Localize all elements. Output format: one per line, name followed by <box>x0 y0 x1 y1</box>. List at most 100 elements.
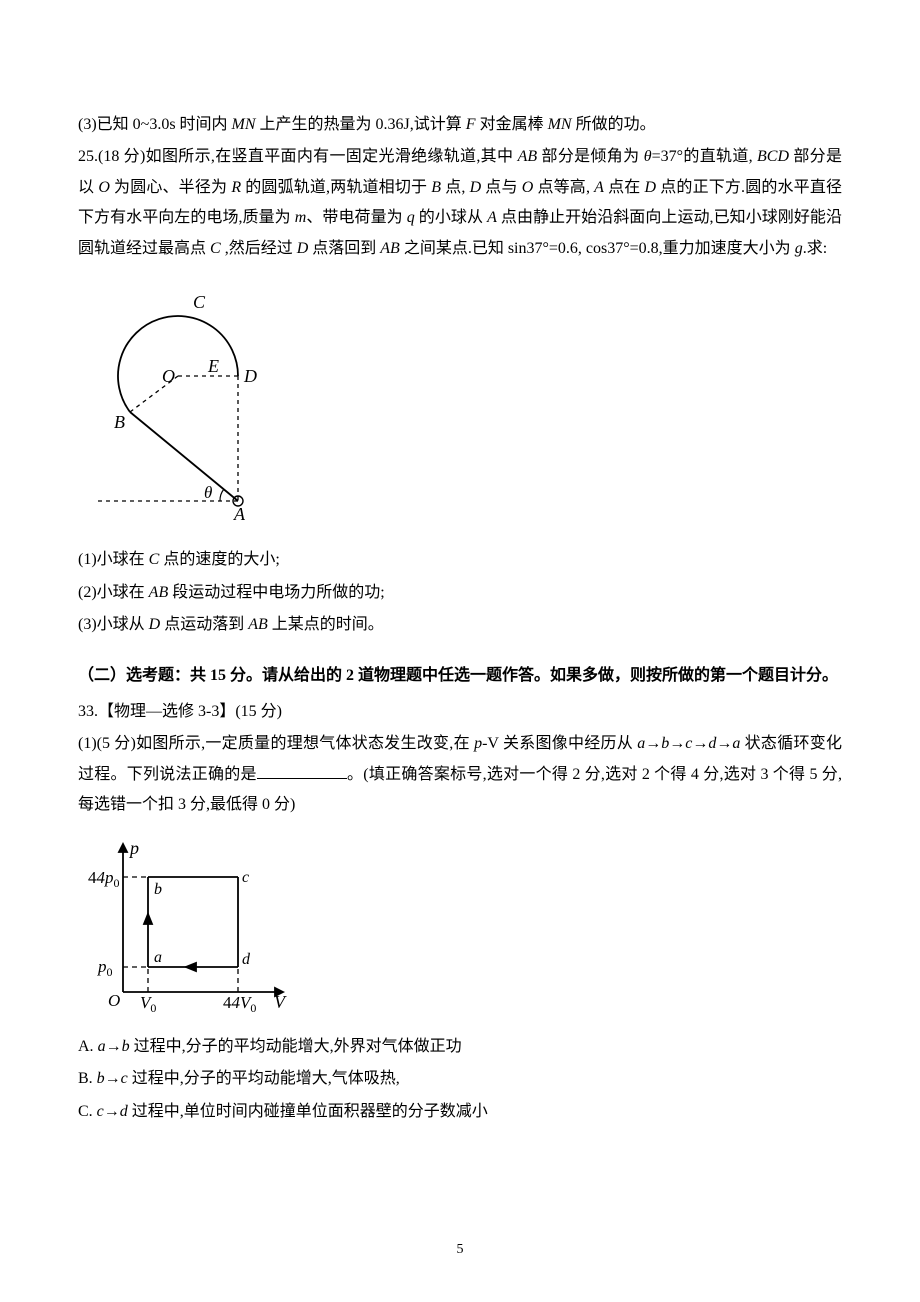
text: C. <box>78 1103 97 1120</box>
text: 点, <box>441 179 469 196</box>
var-q: q <box>407 209 415 226</box>
text: 过程中,单位时间内碰撞单位面积器壁的分子数减小 <box>128 1103 488 1120</box>
text: 所做的功。 <box>572 116 656 133</box>
text: (3)小球从 <box>78 616 149 633</box>
label-theta: θ <box>204 483 212 502</box>
var-d: D <box>645 179 657 196</box>
text: 25.(18 分)如图所示,在竖直平面内有一固定光滑绝缘轨道,其中 <box>78 148 518 165</box>
label-4v0: 44V0 <box>223 993 256 1012</box>
text: .求: <box>803 240 827 257</box>
label-d: d <box>242 951 251 968</box>
label-p-axis: p <box>128 838 139 858</box>
label-4p0: 44p0 <box>88 868 120 890</box>
text: 点与 <box>481 179 522 196</box>
text: (1)(5 分)如图所示,一定质量的理想气体状态发生改变,在 <box>78 735 474 752</box>
pv-diagram: p V O 44p0 p0 V0 44V0 a b c d <box>78 832 298 1012</box>
figure-p33: p V O 44p0 p0 V0 44V0 a b c d <box>78 832 842 1023</box>
var-d: D <box>149 616 161 633</box>
var-bc: b→c <box>97 1070 128 1087</box>
var-ab: AB <box>518 148 538 165</box>
text: =37°的直轨道, <box>652 148 757 165</box>
text: ,然后经过 <box>221 240 297 257</box>
text: 的小球从 <box>415 209 487 226</box>
text: B. <box>78 1070 97 1087</box>
var-g: g <box>795 240 803 257</box>
var-ab: AB <box>149 584 169 601</box>
var-ab: a→b <box>98 1038 130 1055</box>
page-number: 5 <box>0 1237 920 1264</box>
var-m: m <box>295 209 307 226</box>
text: V <box>487 735 498 752</box>
var-a: A <box>594 179 604 196</box>
p33-q1: (1)(5 分)如图所示,一定质量的理想气体状态发生改变,在 p-V 关系图像中… <box>78 729 842 820</box>
answer-blank[interactable] <box>257 763 347 779</box>
var-b: B <box>431 179 441 196</box>
p25-q1: (1)小球在 C 点的速度的大小; <box>78 545 842 575</box>
var-c: C <box>149 551 160 568</box>
text: (2)小球在 <box>78 584 149 601</box>
var-ab: AB <box>380 240 400 257</box>
p33-head: 33.【物理—选修 3-3】(15 分) <box>78 697 842 727</box>
p25-q3: (3)小球从 D 点运动落到 AB 上某点的时间。 <box>78 610 842 640</box>
arrow-p <box>119 844 127 852</box>
label-e: E <box>207 356 219 376</box>
text: (3)已知 0~3.0s 时间内 <box>78 116 232 133</box>
var-d: D <box>470 179 482 196</box>
text: 上某点的时间。 <box>268 616 384 633</box>
var-p: p- <box>474 735 487 752</box>
label-v-axis: V <box>274 992 287 1012</box>
text: 过程中,分子的平均动能增大,外界对气体做正功 <box>130 1038 462 1055</box>
var-ab: AB <box>248 616 268 633</box>
var-f: F <box>466 116 476 133</box>
text: 部分是倾角为 <box>537 148 644 165</box>
var-cycle: a→b→c→d→a <box>637 735 740 752</box>
arc-bcd <box>118 316 238 412</box>
text: 为圆心、半径为 <box>110 179 231 196</box>
text: 点运动落到 <box>160 616 248 633</box>
text: 点等高, <box>533 179 594 196</box>
var-o: O <box>98 179 110 196</box>
arrow-ab <box>144 914 152 924</box>
label-p0: p0 <box>97 957 113 979</box>
p25-q2: (2)小球在 AB 段运动过程中电场力所做的功; <box>78 578 842 608</box>
var-r: R <box>231 179 241 196</box>
text: 段运动过程中电场力所做的功; <box>168 584 384 601</box>
section2-heading: （二）选考题：共 15 分。请从给出的 2 道物理题中任选一题作答。如果多做，则… <box>78 661 842 691</box>
p33-opt-c: C. c→d 过程中,单位时间内碰撞单位面积器壁的分子数减小 <box>78 1097 842 1127</box>
p25-intro: 25.(18 分)如图所示,在竖直平面内有一固定光滑绝缘轨道,其中 AB 部分是… <box>78 142 842 264</box>
text: 点落回到 <box>308 240 380 257</box>
var-theta: θ <box>644 148 652 165</box>
label-b: b <box>154 881 162 898</box>
label-c: C <box>193 292 206 312</box>
p33-opt-b: B. b→c 过程中,分子的平均动能增大,气体吸热, <box>78 1064 842 1094</box>
label-a: a <box>154 949 162 966</box>
var-bcd: BCD <box>757 148 789 165</box>
line-ab <box>130 412 238 501</box>
angle-arc <box>220 489 224 501</box>
label-b: B <box>114 412 125 432</box>
var-d: D <box>297 240 309 257</box>
var-cd: c→d <box>97 1103 128 1120</box>
var-mn: MN <box>232 116 256 133</box>
text: 点在 <box>604 179 645 196</box>
label-v0: V0 <box>140 993 156 1012</box>
text: (1)小球在 <box>78 551 149 568</box>
text: 关系图像中经历从 <box>499 735 638 752</box>
label-a: A <box>233 504 246 524</box>
var-c: C <box>210 240 221 257</box>
label-o: O <box>162 366 175 386</box>
text: 、带电荷量为 <box>306 209 406 226</box>
text: 之间某点.已知 sin37°=0.6, cos37°=0.8,重力加速度大小为 <box>400 240 795 257</box>
text: 点的速度的大小; <box>159 551 279 568</box>
var-mn: MN <box>548 116 572 133</box>
text: 过程中,分子的平均动能增大,气体吸热, <box>128 1070 400 1087</box>
label-c: c <box>242 869 249 886</box>
var-a: A <box>487 209 497 226</box>
arrow-da <box>186 963 196 971</box>
text: 上产生的热量为 0.36J,试计算 <box>256 116 466 133</box>
p24-sub3: (3)已知 0~3.0s 时间内 MN 上产生的热量为 0.36J,试计算 F … <box>78 110 842 140</box>
figure-p25: C O E D B A θ <box>78 276 842 537</box>
label-origin: O <box>108 991 120 1010</box>
text: 对金属棒 <box>476 116 548 133</box>
var-o: O <box>522 179 534 196</box>
